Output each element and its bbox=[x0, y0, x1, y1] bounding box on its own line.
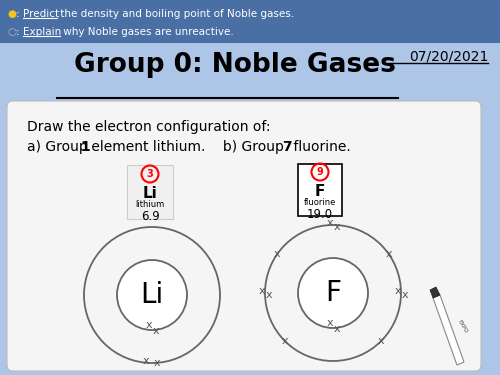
Text: ●: ● bbox=[7, 9, 16, 19]
Text: lithium: lithium bbox=[136, 200, 164, 209]
Text: fluorine: fluorine bbox=[304, 198, 336, 207]
Polygon shape bbox=[430, 287, 440, 298]
Text: the density and boiling point of Noble gases.: the density and boiling point of Noble g… bbox=[57, 9, 294, 19]
Text: x: x bbox=[145, 321, 152, 330]
Text: 7: 7 bbox=[282, 140, 292, 154]
Circle shape bbox=[117, 260, 187, 330]
Text: x: x bbox=[333, 222, 340, 232]
Text: x: x bbox=[326, 318, 333, 328]
Text: x: x bbox=[142, 356, 150, 366]
Text: F: F bbox=[315, 184, 325, 199]
Text: Draw the electron configuration of:: Draw the electron configuration of: bbox=[27, 120, 270, 134]
Text: x: x bbox=[333, 324, 340, 333]
Text: Group 0: Noble Gases: Group 0: Noble Gases bbox=[74, 52, 396, 78]
FancyBboxPatch shape bbox=[7, 101, 481, 371]
FancyBboxPatch shape bbox=[298, 164, 342, 216]
Text: 1: 1 bbox=[80, 140, 90, 154]
Text: 6.9: 6.9 bbox=[140, 210, 160, 223]
Text: x: x bbox=[265, 291, 272, 300]
Text: Predict: Predict bbox=[23, 9, 59, 19]
Text: 3: 3 bbox=[146, 169, 154, 179]
Text: x: x bbox=[154, 358, 160, 368]
Text: x: x bbox=[378, 336, 384, 346]
Text: F: F bbox=[325, 279, 341, 307]
Text: a) Group: a) Group bbox=[27, 140, 92, 154]
Text: x: x bbox=[386, 249, 392, 259]
Text: x: x bbox=[152, 326, 159, 336]
Text: ○: ○ bbox=[7, 27, 16, 37]
Text: fluorine.: fluorine. bbox=[289, 140, 351, 154]
Text: 19.0: 19.0 bbox=[307, 208, 333, 221]
FancyBboxPatch shape bbox=[0, 0, 500, 43]
Polygon shape bbox=[433, 295, 464, 365]
Text: 9: 9 bbox=[316, 167, 324, 177]
Text: x: x bbox=[258, 285, 265, 296]
Text: element lithium.    b) Group: element lithium. b) Group bbox=[87, 140, 288, 154]
Text: x: x bbox=[326, 217, 333, 228]
Text: :: : bbox=[16, 27, 23, 37]
FancyBboxPatch shape bbox=[127, 165, 173, 219]
Text: x: x bbox=[394, 285, 401, 296]
Text: EXPO: EXPO bbox=[456, 320, 468, 334]
Text: Explain: Explain bbox=[23, 27, 61, 37]
Text: 07/20/2021: 07/20/2021 bbox=[408, 50, 488, 64]
Text: Li: Li bbox=[140, 281, 164, 309]
Text: :: : bbox=[16, 9, 23, 19]
Text: why Noble gases are unreactive.: why Noble gases are unreactive. bbox=[60, 27, 234, 37]
Circle shape bbox=[298, 258, 368, 328]
Text: x: x bbox=[282, 336, 288, 346]
Text: x: x bbox=[274, 249, 280, 259]
Text: x: x bbox=[401, 291, 408, 300]
Text: Li: Li bbox=[142, 186, 158, 201]
